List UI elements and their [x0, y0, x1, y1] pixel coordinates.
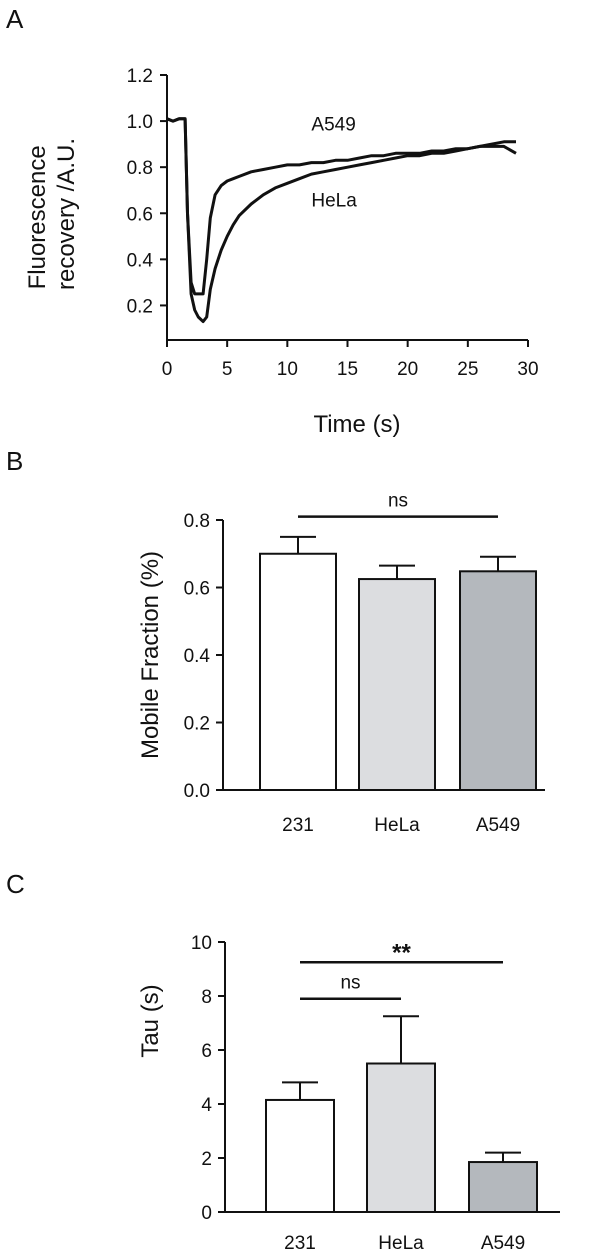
panel-b-bar-chart: B Mobile Fraction (%) 0.0 0.2 0.4 0.6 0.8 231… — [6, 446, 545, 836]
panel-b-y-tick-label: 0.8 — [184, 511, 210, 532]
panel-c-y-tick-label: 2 — [201, 1149, 212, 1170]
panel-b-y-tick-label: 0.4 — [184, 646, 211, 667]
panel-b-y-tick-label: 0.6 — [184, 579, 210, 600]
panel-c-y-tick-label: 8 — [201, 987, 212, 1008]
panel-a-line-chart: A Fluorescence recovery /A.U. 0 5 10 15 20 25… — [6, 4, 539, 438]
panel-a-series — [167, 119, 516, 322]
panel-a-x-tick-label: 5 — [222, 359, 233, 380]
panel-a-y-tick-label: 0.2 — [127, 296, 153, 317]
panel-a-y-tick-label: 0.8 — [127, 158, 153, 179]
bar-a549 — [469, 1162, 537, 1212]
panel-a-x-tick-label: 10 — [277, 359, 298, 380]
category-label-a549: A549 — [481, 1233, 525, 1254]
panel-b-plot: 0.0 0.2 0.4 0.6 0.8 231 HeLa A549 ns — [184, 491, 545, 836]
panel-a-x-tick-label: 20 — [397, 359, 418, 380]
category-label-231: 231 — [282, 815, 314, 836]
bar-hela — [359, 579, 435, 790]
panel-c-y-axis-title: Tau (s) — [137, 984, 164, 1057]
panel-c-significance-label: ns — [340, 973, 360, 994]
panel-b-significance-label: ns — [388, 491, 408, 512]
panel-c-y-tick-label: 6 — [201, 1041, 212, 1062]
panel-c-y-tick-label: 4 — [201, 1095, 212, 1116]
panel-a-x-axis-title: Time (s) — [313, 411, 400, 438]
category-label-hela: HeLa — [374, 815, 420, 836]
panel-a-y-tick-label: 1.2 — [127, 66, 153, 87]
panel-c-y-tick-label: 10 — [191, 933, 212, 954]
panel-label-a: A — [6, 4, 24, 34]
panel-a-y-tick-label: 0.4 — [127, 250, 154, 271]
panel-b-y-tick-label: 0.2 — [184, 714, 210, 735]
panel-c-bar-chart: C Tau (s) 0 2 4 6 8 10 231 HeLa A549 ** ns — [6, 869, 560, 1254]
panel-a-y-axis-title: Fluorescence recovery /A.U. — [24, 138, 80, 290]
bar-a549 — [460, 571, 536, 790]
panel-a-x-tick-label: 30 — [517, 359, 538, 380]
panel-a-y-axis-title-line-1: Fluorescence — [24, 145, 51, 289]
curve-label-hela: HeLa — [311, 190, 357, 211]
bar-231 — [260, 554, 336, 790]
panel-a-x-tick-label: 25 — [457, 359, 478, 380]
panel-label-b: B — [6, 446, 23, 476]
panel-c-significance-label: ** — [392, 939, 411, 966]
panel-a-x-tick-label: 0 — [162, 359, 173, 380]
panel-label-c: C — [6, 869, 25, 899]
panel-b-y-axis-title: Mobile Fraction (%) — [137, 551, 164, 759]
panel-a-y-axis-title-line-2: recovery /A.U. — [53, 138, 80, 290]
panel-a-y-tick-label: 0.6 — [127, 204, 153, 225]
panel-a-y-tick-label: 1.0 — [127, 112, 153, 133]
panel-c-plot: 0 2 4 6 8 10 231 HeLa A549 ** ns — [191, 933, 560, 1254]
bar-231 — [266, 1100, 334, 1212]
panel-b-y-tick-label: 0.0 — [184, 781, 210, 802]
bar-hela — [367, 1064, 435, 1213]
series-line-hela — [167, 119, 516, 322]
curve-label-a549: A549 — [311, 114, 355, 135]
panel-c-y-tick-label: 0 — [201, 1203, 212, 1224]
panel-a-x-tick-label: 15 — [337, 359, 358, 380]
category-label-hela: HeLa — [378, 1233, 424, 1254]
category-label-a549: A549 — [476, 815, 520, 836]
category-label-231: 231 — [284, 1233, 316, 1254]
